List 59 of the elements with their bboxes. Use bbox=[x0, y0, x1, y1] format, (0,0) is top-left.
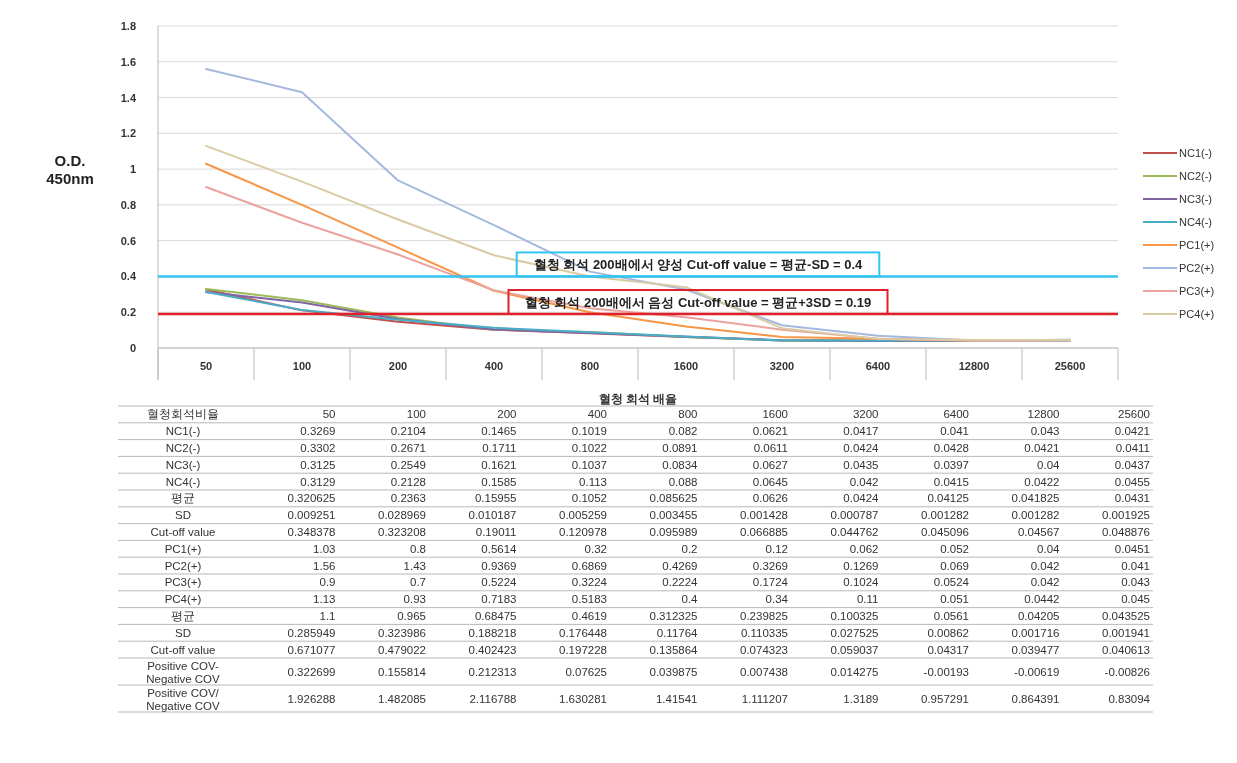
y-tick-label: 1.6 bbox=[120, 55, 136, 68]
x-tick-label: 6400 bbox=[865, 360, 891, 372]
category-label: 3200 bbox=[852, 408, 879, 421]
y-tick-label: 1.2 bbox=[120, 127, 136, 140]
category-label: 25600 bbox=[1118, 408, 1150, 421]
text: NC1(-) 0.3269 0.2104 0.1465 0.1019 0.082 0.0621 0.0417 0.041 0.043 0.0421 bbox=[165, 425, 1150, 438]
x-tick-label: 12800 bbox=[958, 360, 990, 372]
legend-label: NC2(-) bbox=[1179, 170, 1212, 182]
y-tick-label: 0.8 bbox=[120, 198, 136, 211]
category-label: 12800 bbox=[1027, 408, 1060, 421]
y-tick-label: 1.4 bbox=[120, 91, 137, 104]
y-tick-label: 0 bbox=[129, 342, 136, 354]
category-label: 6400 bbox=[943, 408, 969, 421]
legend-title: 혈청회석비율 bbox=[147, 408, 219, 421]
text: Cut-off value 0.671077 0.479022 0.402423 0.197228 0.135864 0.074323 0.059037 0.04317 0.039477 0.040613 bbox=[150, 643, 1150, 656]
text: SD 0.009251 0.028969 0.010187 0.005259 0.003455 0.001428 0.000787 0.001282 0.001282 0.001925 bbox=[175, 509, 1150, 522]
x-tick-label: 200 bbox=[388, 360, 408, 372]
y-tick-label: 0.4 bbox=[120, 270, 137, 283]
x-tick-label: 25600 bbox=[1054, 360, 1086, 372]
x-tick-label: 800 bbox=[580, 360, 600, 372]
legend-label: PC1(+) bbox=[1179, 239, 1215, 251]
category-label: 800 bbox=[678, 408, 698, 421]
text: PC2(+) 1.56 1.43 0.9369 0.6869 0.4269 0.3269 0.1269 0.069 0.042 0.041 bbox=[164, 559, 1150, 572]
y-tick-label: 0.2 bbox=[120, 306, 136, 319]
x-tick-label: 1600 bbox=[673, 360, 699, 372]
text: 평균 1.1 0.965 0.68475 0.4619 0.312325 0.239825 0.100325 0.0561 0.04205 0.043525 bbox=[171, 610, 1150, 622]
legend-label: NC3(-) bbox=[1179, 193, 1212, 205]
x-tick-label: 50 bbox=[199, 360, 213, 372]
x-tick-label: 400 bbox=[484, 360, 504, 372]
text: Positive COV- Negative COV 0.322699 0.155814 0.212313 0.07625 0.039875 0.007438 0.014275 -0.00193 -0.00619 -0.00826 bbox=[146, 660, 1150, 685]
category-label: 200 bbox=[497, 408, 517, 421]
x-axis-title: 혈청 회석 배율 bbox=[598, 393, 678, 406]
legend-label: NC1(-) bbox=[1179, 147, 1212, 159]
text: NC3(-) 0.3125 0.2549 0.1621 0.1037 0.0834 0.0627 0.0435 0.0397 0.04 0.0437 bbox=[165, 458, 1150, 471]
text: SD 0.285949 0.323986 0.188218 0.176448 0.11764 0.110335 0.027525 0.00862 0.001716 0.001941 bbox=[175, 626, 1150, 639]
legend-label: PC3(+) bbox=[1179, 285, 1215, 297]
y-axis-title: O.D. 450nm bbox=[46, 152, 94, 187]
text: Positive COV/ Negative COV 1.926288 1.482085 2.116788 1.630281 1.41541 1.111207 1.3189 0.957291 0.864391 0.83094 bbox=[146, 687, 1150, 712]
legend-label: PC4(+) bbox=[1179, 308, 1215, 320]
category-label: 1600 bbox=[762, 408, 788, 421]
x-tick-label: 3200 bbox=[769, 360, 795, 372]
x-tick-label: 100 bbox=[292, 360, 312, 372]
line-series bbox=[205, 67, 1071, 342]
text: PC4(+) 1.13 0.93 0.7183 0.5183 0.4 0.34 0.11 0.051 0.0442 0.045 bbox=[164, 593, 1150, 606]
y-tick-label: 0.6 bbox=[120, 234, 136, 247]
text: PC1(+) 1.03 0.8 0.5614 0.32 0.2 0.12 0.062 0.052 0.04 0.0451 bbox=[164, 542, 1150, 555]
text: NC2(-) 0.3302 0.2671 0.1711 0.1022 0.0891 0.0611 0.0424 0.0428 0.0421 0.0411 bbox=[165, 442, 1150, 454]
ref-line-label: 혈청 회석 200배에서 양성 Cut-off value = 평균-SD = 0.4 bbox=[533, 257, 864, 273]
category-label: 50 bbox=[322, 408, 336, 421]
category-label: 100 bbox=[406, 408, 426, 421]
text: NC4(-) 0.3129 0.2128 0.1585 0.113 0.088 0.0645 0.042 0.0415 0.0422 0.0455 bbox=[165, 475, 1150, 488]
y-tick-label: 1 bbox=[129, 163, 136, 176]
y-tick-label: 1.8 bbox=[120, 20, 136, 32]
text: 평균 0.320625 0.2363 0.15955 0.1052 0.085625 0.0626 0.0424 0.04125 0.041825 0.0431 bbox=[171, 492, 1150, 505]
legend-label: NC4(-) bbox=[1179, 216, 1212, 228]
text: PC3(+) 0.9 0.7 0.5224 0.3224 0.2224 0.1724 0.1024 0.0524 0.042 0.043 bbox=[164, 576, 1150, 589]
category-label: 400 bbox=[587, 408, 607, 421]
legend-label: PC2(+) bbox=[1179, 262, 1215, 274]
text: Cut-off value 0.348378 0.323208 0.19011 0.120978 0.095989 0.066885 0.044762 0.045096 0.04567 0.048876 bbox=[150, 526, 1150, 538]
